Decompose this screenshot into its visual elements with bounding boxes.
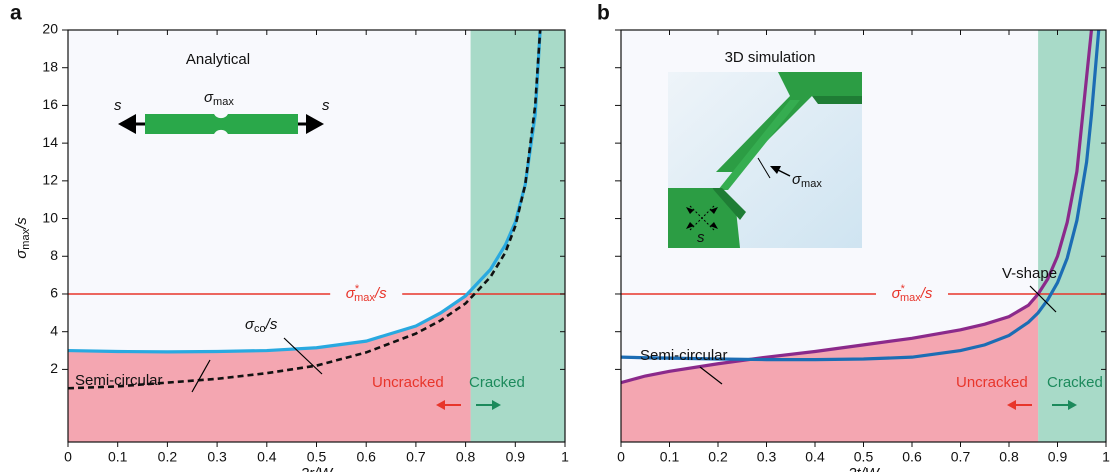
y-tick-label: 20 — [42, 21, 58, 37]
y-tick-label: 16 — [42, 96, 58, 112]
x-tick-label: 0.2 — [158, 449, 178, 465]
x-tick-label: 0.7 — [951, 449, 971, 465]
y-tick-label: 10 — [42, 209, 58, 225]
label-part: max — [354, 292, 375, 304]
x-tick-label: 0.2 — [708, 449, 728, 465]
x-tick-label: 0.6 — [356, 449, 376, 465]
curve-label: Semi-circular — [640, 347, 728, 364]
x-tick-label: 0.5 — [307, 449, 327, 465]
region-label: Cracked — [469, 374, 525, 391]
x-axis-label: 2t/W — [847, 465, 881, 472]
label-part: /s — [920, 285, 933, 302]
y-tick-label: 8 — [50, 247, 58, 263]
x-tick-label: 0.8 — [999, 449, 1019, 465]
region-label: Cracked — [1047, 374, 1103, 391]
inset-label: s — [322, 97, 330, 114]
x-tick-label: 0 — [617, 449, 625, 465]
panel-title: Analytical — [186, 51, 250, 68]
region-label: Uncracked — [372, 374, 444, 391]
page: {"chart_data": [ {"type": "line", "panel… — [0, 0, 1110, 472]
x-axis-label: 2r/W — [300, 465, 335, 472]
inset-label: s — [114, 97, 122, 114]
y-tick-label: 12 — [42, 172, 58, 188]
curve-label: V-shape — [1002, 265, 1057, 282]
inset-simulation — [668, 72, 862, 248]
panel-label: b — [597, 2, 610, 25]
inset-label: s — [697, 229, 705, 246]
x-tick-label: 0.6 — [902, 449, 922, 465]
x-tick-label: 0.3 — [207, 449, 227, 465]
x-tick-label: 0.1 — [108, 449, 128, 465]
region-label: Uncracked — [956, 374, 1028, 391]
x-tick-label: 0.8 — [456, 449, 476, 465]
x-tick-label: 0.7 — [406, 449, 426, 465]
y-tick-label: 18 — [42, 58, 58, 74]
x-tick-label: 0.1 — [660, 449, 680, 465]
figure: σ*max/s00.10.20.30.40.50.60.70.80.912468… — [0, 0, 1110, 472]
curve-label: Semi-circular — [75, 372, 163, 389]
x-tick-label: 0.9 — [1048, 449, 1068, 465]
y-tick-label: 14 — [42, 134, 58, 150]
y-tick-label: 2 — [50, 360, 58, 376]
x-tick-label: 0.9 — [506, 449, 526, 465]
label-part: max — [900, 292, 921, 304]
x-tick-label: 1 — [1102, 449, 1110, 465]
y-tick-label: 4 — [50, 322, 58, 338]
x-tick-label: 0.4 — [257, 449, 277, 465]
y-axis-label: σmax/s — [13, 217, 32, 259]
x-tick-label: 0.3 — [757, 449, 777, 465]
label-part: /s — [374, 285, 387, 302]
x-tick-label: 0.4 — [805, 449, 825, 465]
x-tick-label: 0.5 — [854, 449, 874, 465]
panel-title: 3D simulation — [725, 49, 816, 66]
panel-label: a — [10, 2, 22, 25]
y-tick-label: 6 — [50, 285, 58, 301]
x-tick-label: 0 — [64, 449, 72, 465]
x-tick-label: 1 — [561, 449, 569, 465]
